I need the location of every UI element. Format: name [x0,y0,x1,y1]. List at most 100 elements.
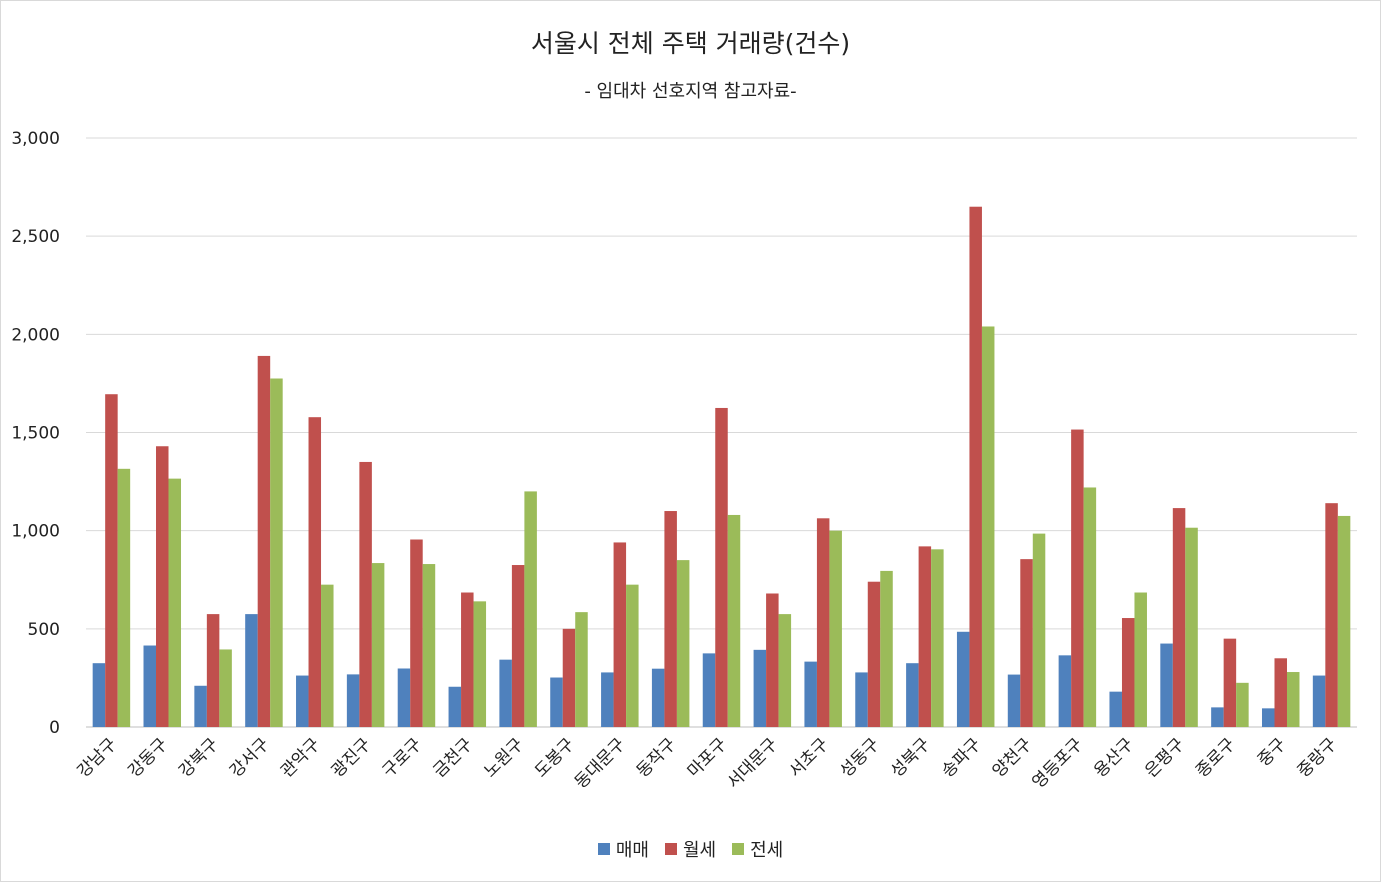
x-tick-label: 관악구 [277,734,324,781]
bar [410,539,423,727]
bar [1160,643,1173,727]
bar [651,668,665,727]
bar [715,407,728,727]
bar [829,530,842,727]
bar [1325,503,1338,727]
bar [981,326,995,727]
bar [105,394,118,727]
bar [956,631,970,727]
y-tick-label: 2,500 [11,227,60,247]
bar [397,668,411,727]
bar [194,685,207,727]
x-tick-label: 성북구 [887,734,934,781]
bar [880,570,893,727]
x-tick-label: 마포구 [684,734,731,781]
bar [1337,515,1351,727]
bar [1185,527,1198,727]
bar [613,542,627,727]
bar [804,661,817,727]
bar [1121,618,1135,727]
bar [766,593,779,727]
x-tick-label: 금천구 [430,734,477,781]
bar [1172,508,1186,727]
bar [906,663,919,727]
bar [1007,674,1021,727]
bar [346,674,360,727]
bar [816,518,830,727]
bar [727,514,741,727]
y-tick-label: 3,000 [11,129,60,149]
bar [778,614,792,727]
bar [270,378,283,727]
bar [1286,672,1300,727]
x-tick-label: 동대문구 [571,734,629,792]
bar [473,601,487,727]
x-tick-label: 구로구 [379,734,426,781]
bar [206,614,220,727]
chart-title: 서울시 전체 주택 거래량(건수) [530,29,851,58]
legend-label: 전세 [750,840,784,861]
bar [702,653,716,727]
bar [676,560,690,727]
bar [931,549,944,727]
bar [117,468,131,727]
x-tick-label: 서초구 [785,734,832,781]
legend-label: 매매 [615,840,649,861]
bar [969,206,982,727]
bar [296,675,309,727]
bar [1312,675,1326,727]
x-tick-label: 강남구 [74,734,121,781]
y-tick-label: 1,500 [11,424,60,444]
y-tick-label: 2,000 [11,325,60,345]
x-tick-label: 영등포구 [1029,734,1087,792]
bar [1261,708,1275,727]
bar [867,581,881,727]
x-tick-label: 성동구 [836,734,883,781]
bar [1083,487,1097,727]
bar [562,628,576,727]
x-tick-label: 은평구 [1141,734,1188,781]
x-tick-label: 중구 [1254,734,1290,770]
bar [92,663,106,727]
x-tick-label: 동작구 [633,734,680,781]
legend-label: 월세 [682,840,717,861]
bar [918,546,932,727]
x-tick-label: 송파구 [938,734,985,781]
x-tick-label: 노원구 [480,734,527,781]
x-tick-label: 광진구 [328,734,375,781]
x-tick-label: 종로구 [1192,734,1239,781]
bar [1032,533,1046,727]
x-tick-label: 강서구 [226,734,273,781]
bar [626,584,639,727]
bar [321,584,334,727]
legend-swatch [732,843,745,855]
bar [1134,592,1147,727]
x-tick-label: 서대문구 [723,734,781,792]
bar [308,417,322,727]
legend-item: 전세 [732,836,783,862]
bar [1274,658,1287,727]
x-tick-label: 강북구 [175,734,222,781]
bar [855,672,868,727]
bar [448,686,462,727]
bar [601,672,614,727]
bar [1109,691,1122,727]
bar [168,478,182,727]
legend-item: 월세 [664,836,717,862]
bar [461,592,474,727]
bar [550,677,563,727]
bar [524,491,537,727]
y-tick-label: 1,000 [11,522,60,542]
x-tick-label: 양천구 [989,734,1036,781]
bar [499,659,512,727]
y-tick-label: 500 [28,620,60,640]
bar [156,446,169,727]
x-tick-label: 강동구 [124,734,171,781]
bar [1236,682,1249,727]
bar [143,645,157,727]
x-tick-label: 용산구 [1090,734,1137,781]
bar [359,461,372,727]
legend-swatch [597,843,610,855]
